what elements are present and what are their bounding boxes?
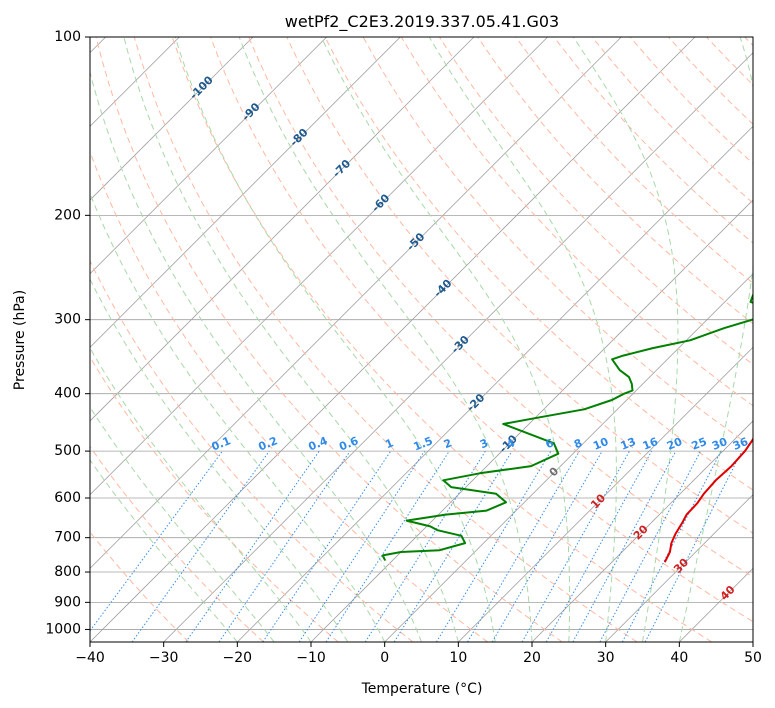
dry-adiabat-line (90, 445, 264, 642)
temperature-line (663, 435, 753, 563)
mixing-ratio-line (521, 450, 630, 642)
dry-adiabat-line (324, 37, 753, 491)
mixing-ratio-line (644, 450, 743, 642)
mixing-ratio-line (218, 450, 351, 642)
moist-adiabat-line (123, 37, 459, 642)
x-tick-label: 40 (670, 650, 688, 666)
dry-adiabat-line (95, 37, 563, 642)
mixing-ratio-line (185, 450, 320, 642)
moist-adiabat-line (90, 347, 312, 642)
y-tick-label: 700 (54, 530, 81, 546)
dry-adiabat-line (515, 37, 753, 284)
isotherm-line (90, 37, 401, 348)
mixing-ratio-labels: 0.1 0.2 0.4 0.6 1 1.5 2 3 4 6 8 10 13 16 20 25 30 36 (210, 434, 751, 453)
y-tick-label: 100 (54, 29, 81, 45)
x-tick-label: −40 (75, 650, 105, 666)
isotherm-line (90, 37, 548, 496)
moist-adiabat-line (90, 192, 386, 642)
x-tick-label: −10 (296, 650, 326, 666)
background-lines (90, 37, 753, 642)
isotherm-line (531, 420, 753, 642)
moist-adiabat-line (90, 406, 275, 642)
isotherm-line (90, 37, 327, 275)
dewpoint-line (381, 292, 753, 561)
mixing-ratio-label: 1 (383, 436, 395, 451)
mixing-ratio-line (545, 450, 653, 642)
mixing-ratio-label: 30 (710, 435, 729, 453)
x-tick-label: 20 (523, 650, 541, 666)
dry-adiabat-line (133, 37, 638, 642)
moist-adiabat-line (90, 278, 349, 642)
isotherm-line (237, 125, 753, 642)
moist-adiabat-line (90, 70, 422, 642)
mixing-ratio-label: 20 (665, 435, 684, 453)
dry-adiabat-line (248, 37, 753, 578)
x-tick-label: 30 (597, 650, 615, 666)
moist-adiabat-line (678, 37, 753, 642)
mixing-ratio-line (298, 450, 425, 642)
mixing-ratio-line (572, 450, 677, 642)
isotherm-line (458, 346, 753, 642)
y-tick-label: 900 (54, 594, 81, 610)
moist-adiabat-line (320, 37, 571, 642)
mixing-ratio-line (364, 450, 486, 642)
mixing-ratio-line (621, 450, 722, 642)
dry-adiabat-line (286, 37, 753, 534)
mixing-ratio-label: 13 (619, 435, 638, 453)
y-tick-label: 200 (54, 207, 81, 223)
moist-adiabat-line (238, 37, 533, 642)
mixing-ratio-line (325, 450, 450, 642)
mixing-ratio-label: 8 (572, 436, 584, 451)
isotherm-line (163, 52, 753, 642)
dry-adiabat-line (171, 37, 712, 642)
x-tick-label: 50 (744, 650, 762, 666)
dry-adiabat-line (90, 259, 414, 642)
mixing-ratio-label: 16 (641, 435, 660, 453)
y-tick-label: 500 (54, 443, 81, 459)
isotherm-line (90, 37, 475, 422)
moist-adiabat-line (90, 459, 238, 642)
mixing-ratio-label: 2 (442, 436, 454, 451)
mixing-ratio-label: 36 (731, 435, 750, 453)
mixing-ratio-label: 10 (591, 435, 610, 453)
mixing-ratio-line (131, 450, 270, 642)
dry-adiabat-line (210, 37, 753, 623)
x-tick-label: 0 (380, 650, 389, 666)
y-tick-label: 800 (54, 564, 81, 580)
moist-adiabat-line (572, 37, 679, 642)
mixing-ratio-line (90, 450, 223, 632)
mixing-ratio-label: 3 (478, 436, 490, 451)
plot-frame (89, 36, 754, 643)
mixing-ratio-line (599, 450, 701, 642)
isotherm-line (605, 494, 753, 642)
x-tick-label: −30 (149, 650, 179, 666)
y-axis-label: Pressure (hPa) (12, 290, 28, 390)
x-axis-label: Temperature (°C) (361, 681, 483, 697)
mixing-ratio-label: 25 (690, 435, 709, 453)
isotherm-line (384, 273, 753, 642)
moist-adiabat-line (428, 37, 617, 642)
chart-title: wetPf2_C2E3.2019.337.05.41.G03 (285, 12, 559, 32)
isotherm-line (90, 37, 254, 201)
profile-lines (381, 292, 753, 563)
moist-adiabat-line (174, 37, 496, 642)
y-tick-label: 1000 (45, 621, 81, 637)
x-tick-label: −20 (223, 650, 253, 666)
y-tick-label: 300 (54, 312, 81, 328)
x-axis: −40 −30 −20 −10 0 10 20 30 40 50 (75, 642, 762, 666)
isotherm-line (90, 37, 622, 569)
y-axis: 100 200 300 400 500 600 700 800 900 1000 (45, 29, 90, 637)
y-tick-label: 400 (54, 386, 81, 402)
x-tick-label: 10 (449, 650, 467, 666)
y-tick-label: 600 (54, 490, 81, 506)
